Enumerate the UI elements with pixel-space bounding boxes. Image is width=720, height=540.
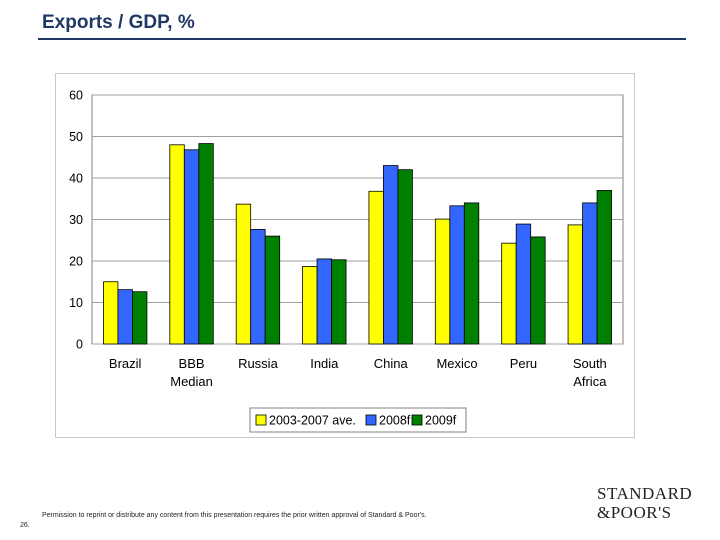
legend-label: 2009f [425,414,457,428]
x-tick-label: Russia [238,356,279,371]
bar [567,224,583,345]
legend-swatch [411,414,423,426]
y-tick-label: 40 [69,172,83,186]
logo-line-2: &POOR'S [597,503,672,522]
legend-label: 2008f [379,414,411,428]
bar [582,202,598,345]
bar [235,203,252,345]
bar [198,143,214,345]
legend-box [249,407,467,433]
bar [368,190,384,345]
bar [596,190,612,345]
standard-poors-logo: STANDARD &POOR'S [597,484,709,522]
bar [302,265,318,345]
bar [169,144,185,345]
x-tick-label: India [310,356,339,371]
bar [250,229,266,345]
y-tick-label: 10 [69,296,83,310]
y-tick-label: 20 [69,255,83,269]
slide-title: Exports / GDP, % [42,12,195,33]
bar [383,165,399,345]
bar [183,149,200,345]
bar [397,169,413,345]
y-tick-label: 0 [76,338,83,352]
bar [501,242,517,345]
x-tick-label: Peru [510,356,537,371]
bar [132,291,148,345]
bar [530,236,546,345]
bar [117,289,133,345]
x-tick-label: Median [170,374,213,389]
legend-swatch [255,414,267,426]
x-tick-label: BBB [179,356,205,371]
x-tick-label: Brazil [109,356,142,371]
y-tick-label: 50 [69,130,83,144]
legend-label: 2003-2007 ave. [269,414,356,428]
bar [331,259,347,345]
bar [434,218,451,345]
bar [316,258,332,345]
title-divider [38,38,686,40]
x-tick-label: Mexico [436,356,477,371]
bar [463,202,480,345]
x-tick-label: China [374,356,409,371]
page-number: 26. [20,522,30,529]
copyright-footer: Permission to reprint or distribute any … [42,512,427,519]
bar [449,205,465,345]
bar [264,235,281,345]
logo-line-1: STANDARD [597,484,693,503]
legend-swatch [365,414,377,426]
x-tick-label: South [573,356,607,371]
x-tick-label: Africa [573,374,607,389]
y-tick-label: 30 [69,213,83,227]
bar [103,281,119,345]
y-tick-label: 60 [69,89,83,103]
bar [515,223,532,345]
